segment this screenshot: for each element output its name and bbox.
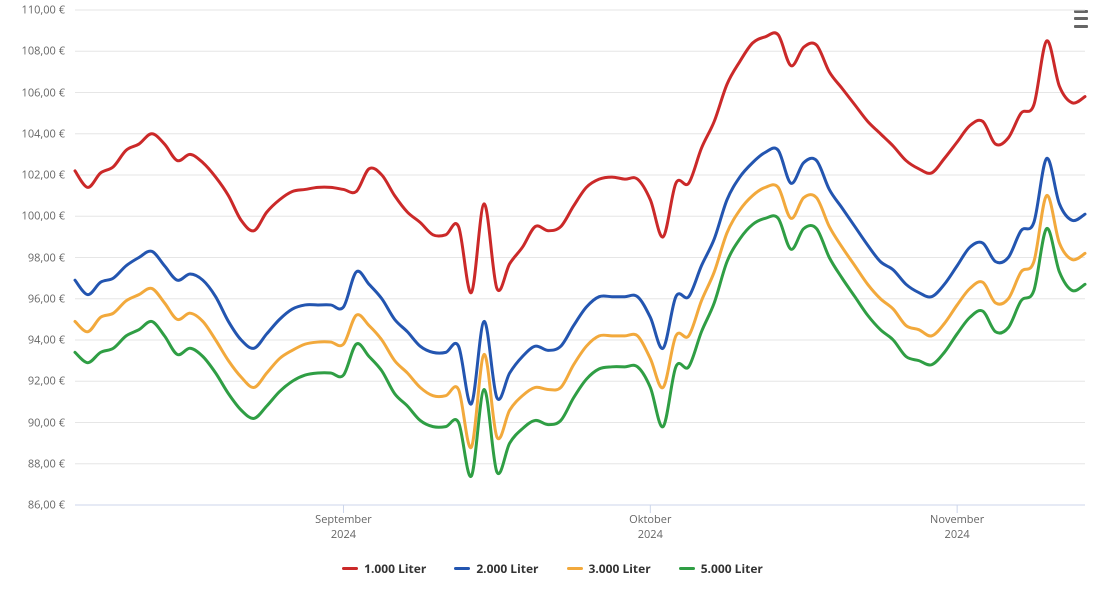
x-tick-year: 2024 <box>331 527 356 542</box>
legend-item[interactable]: 3.000 Liter <box>567 560 651 577</box>
y-axis-label: 86,00 € <box>5 498 65 513</box>
y-axis-label: 102,00 € <box>5 168 65 183</box>
legend-label: 5.000 Liter <box>701 560 763 577</box>
x-axis-label: November2024 <box>897 513 1017 543</box>
x-tick-month: November <box>930 512 984 527</box>
y-axis-label: 98,00 € <box>5 250 65 265</box>
legend-swatch <box>679 567 695 570</box>
y-axis-label: 110,00 € <box>5 3 65 18</box>
series-line <box>75 148 1085 404</box>
chart-legend: 1.000 Liter 2.000 Liter 3.000 Liter 5.000 L… <box>0 560 1105 577</box>
y-axis-label: 96,00 € <box>5 291 65 306</box>
legend-label: 2.000 Liter <box>476 560 538 577</box>
legend-item[interactable]: 1.000 Liter <box>342 560 426 577</box>
legend-swatch <box>567 567 583 570</box>
legend-item[interactable]: 2.000 Liter <box>454 560 538 577</box>
legend-swatch <box>342 567 358 570</box>
y-axis-label: 106,00 € <box>5 85 65 100</box>
x-tick-month: September <box>315 512 372 527</box>
y-axis-label: 100,00 € <box>5 209 65 224</box>
legend-label: 3.000 Liter <box>589 560 651 577</box>
legend-swatch <box>454 567 470 570</box>
series-line <box>75 33 1085 293</box>
x-tick-year: 2024 <box>945 527 970 542</box>
y-axis-label: 108,00 € <box>5 44 65 59</box>
x-tick-year: 2024 <box>638 527 663 542</box>
legend-item[interactable]: 5.000 Liter <box>679 560 763 577</box>
y-axis-label: 88,00 € <box>5 456 65 471</box>
legend-label: 1.000 Liter <box>364 560 426 577</box>
series-line <box>75 216 1085 477</box>
x-axis-label: Oktober2024 <box>590 513 710 543</box>
y-axis-label: 92,00 € <box>5 374 65 389</box>
oil-price-chart: 86,00 € 88,00 € 90,00 € 92,00 € 94,00 € 96,00… <box>0 0 1105 602</box>
y-axis-label: 90,00 € <box>5 415 65 430</box>
y-axis-label: 94,00 € <box>5 333 65 348</box>
y-axis-label: 104,00 € <box>5 126 65 141</box>
x-axis-label: September2024 <box>283 513 403 543</box>
x-tick-month: Oktober <box>629 512 671 527</box>
